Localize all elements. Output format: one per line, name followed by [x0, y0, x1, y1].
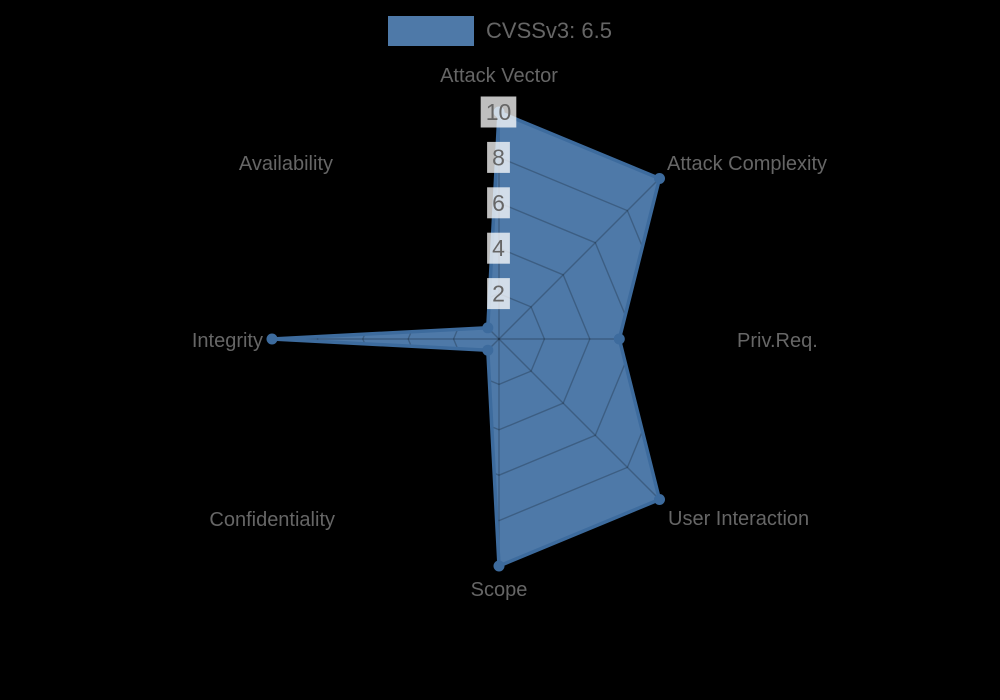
radar-tick-label: 8	[492, 144, 505, 170]
radar-series-fill	[272, 112, 660, 566]
radar-tick-backdrop	[487, 232, 510, 264]
radar-axis-label-confidentiality: Confidentiality	[209, 509, 335, 531]
radar-axis-label-scope: Scope	[471, 579, 528, 601]
radar-tick-label: 4	[492, 235, 505, 261]
radar-grid-ring	[316, 156, 682, 522]
radar-axis-label-availability: Availability	[239, 153, 333, 175]
radar-axis-label-integrity: Integrity	[192, 330, 263, 352]
legend-label: CVSSv3: 6.5	[486, 18, 612, 43]
radar-tick-backdrop	[487, 187, 510, 219]
radar-grid-ring	[452, 292, 546, 386]
radar-angle-line	[338, 338, 500, 500]
radar-point-marker	[654, 173, 665, 184]
radar-axis-label-attack-complexity: Attack Complexity	[667, 153, 827, 175]
radar-axis-label-attack-vector: Attack Vector	[440, 65, 558, 87]
radar-angle-line	[338, 178, 500, 340]
radar-point-marker	[482, 344, 494, 356]
radar-tick-label: 6	[492, 190, 505, 216]
radar-angle-line	[498, 178, 660, 340]
radar-point-marker	[493, 560, 505, 572]
legend-swatch	[388, 16, 475, 46]
radar-tick-label: 10	[486, 99, 512, 125]
radar-point-marker	[482, 322, 494, 334]
radar-point-marker	[654, 494, 665, 505]
chart-legend-item[interactable]: CVSSv3: 6.5	[0, 16, 1000, 46]
radar-point-marker	[613, 333, 625, 345]
radar-grid-ring	[362, 202, 636, 476]
radar-tick-backdrop	[487, 278, 510, 310]
radar-point-marker	[266, 333, 278, 345]
radar-angle-line	[498, 338, 660, 500]
radar-axis-label-priv-req: Priv.Req.	[737, 330, 818, 352]
radar-grid-ring	[407, 247, 591, 431]
radar-tick-backdrop	[480, 96, 517, 128]
radar-axis-label-user-interaction: User Interaction	[668, 508, 809, 530]
radar-tick-backdrop	[487, 141, 510, 173]
radar-tick-label: 2	[492, 281, 505, 307]
